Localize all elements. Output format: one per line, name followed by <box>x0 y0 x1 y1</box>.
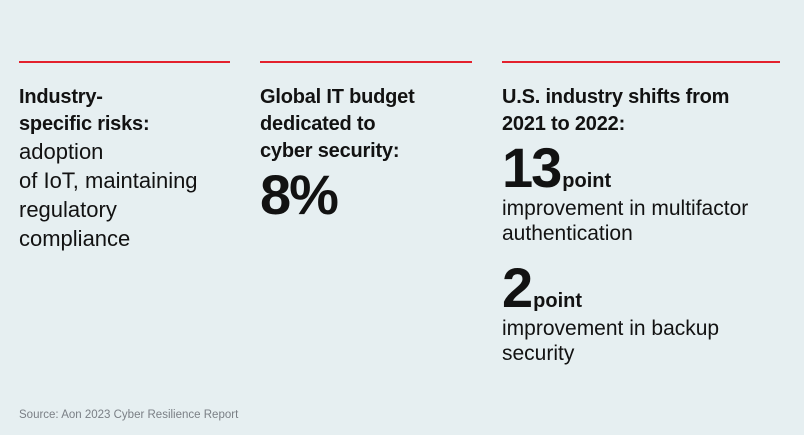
column-heading-line: cyber security: <box>260 140 400 162</box>
risk-text: Industry- specific risks: adoption of Io… <box>19 84 230 253</box>
stat-description-line: improvement in backup <box>502 317 720 340</box>
stat-block: 13 point improvement in multifactor authe… <box>502 140 780 246</box>
body-line: compliance <box>19 226 131 251</box>
column-heading-line: dedicated to <box>260 113 376 135</box>
stat-value: 13 <box>502 136 562 199</box>
stat-value: 2 <box>502 256 533 319</box>
column-heading-line: Global IT budget <box>260 86 415 108</box>
stat-unit: point <box>562 170 612 192</box>
body-line: of IoT, maintaining <box>19 168 198 193</box>
source-citation: Source: Aon 2023 Cyber Resilience Report <box>19 409 239 421</box>
column-it-budget: Global IT budget dedicated to cyber secu… <box>260 61 472 223</box>
column-heading-line: U.S. industry shifts from <box>502 86 730 108</box>
stat-description-line: authentication <box>502 222 633 245</box>
column-heading-line: specific risks: <box>19 113 150 135</box>
stat-block: 2 point improvement in backup security <box>502 260 780 366</box>
red-divider <box>260 61 472 63</box>
budget-percentage: 8% <box>260 163 339 226</box>
stat-description-line: security <box>502 342 575 365</box>
stat-description-line: improvement in multifactor <box>502 197 749 220</box>
red-divider <box>502 61 780 63</box>
body-line: adoption <box>19 139 104 164</box>
column-industry-shifts: U.S. industry shifts from 2021 to 2022: … <box>502 61 780 366</box>
body-line: regulatory <box>19 197 117 222</box>
column-heading-line: 2021 to 2022: <box>502 113 626 135</box>
column-heading-line: Industry- <box>19 86 103 108</box>
red-divider <box>19 61 230 63</box>
column-industry-risks: Industry- specific risks: adoption of Io… <box>19 61 230 253</box>
stat-unit: point <box>533 290 583 312</box>
